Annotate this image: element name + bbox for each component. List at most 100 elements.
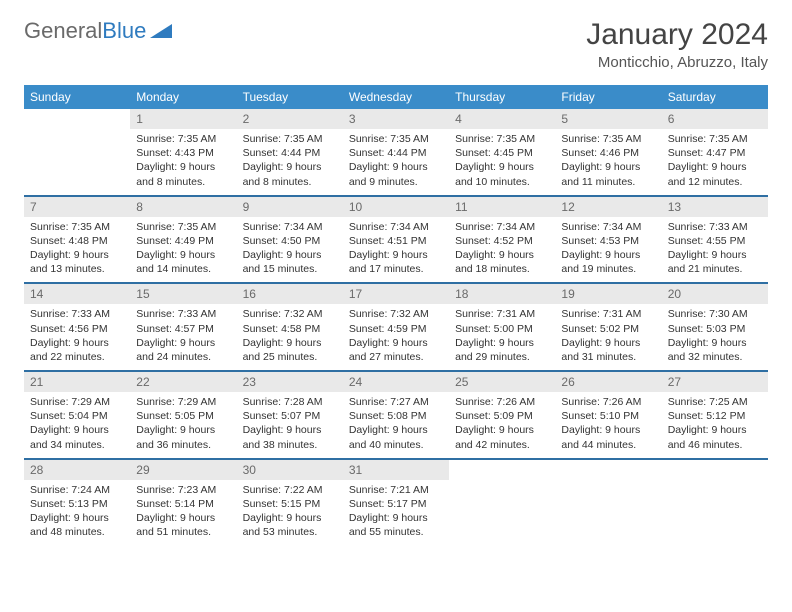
day-number: 13 <box>662 197 768 217</box>
sunrise-text: Sunrise: 7:31 AM <box>455 307 549 321</box>
sunrise-text: Sunrise: 7:33 AM <box>30 307 124 321</box>
sunrise-text: Sunrise: 7:30 AM <box>668 307 762 321</box>
day-details: Sunrise: 7:33 AMSunset: 4:56 PMDaylight:… <box>24 304 130 370</box>
daylight-text-1: Daylight: 9 hours <box>561 336 655 350</box>
sunset-text: Sunset: 5:07 PM <box>243 409 337 423</box>
day-details: Sunrise: 7:24 AMSunset: 5:13 PMDaylight:… <box>24 480 130 546</box>
sunset-text: Sunset: 4:55 PM <box>668 234 762 248</box>
day-details: Sunrise: 7:33 AMSunset: 4:57 PMDaylight:… <box>130 304 236 370</box>
day-number <box>449 460 555 466</box>
calendar-day-cell: 12Sunrise: 7:34 AMSunset: 4:53 PMDayligh… <box>555 196 661 284</box>
daylight-text-1: Daylight: 9 hours <box>561 248 655 262</box>
day-number: 22 <box>130 372 236 392</box>
day-header: Sunday <box>24 85 130 109</box>
header: GeneralBlue January 2024 Monticchio, Abr… <box>24 18 768 71</box>
day-details: Sunrise: 7:29 AMSunset: 5:04 PMDaylight:… <box>24 392 130 458</box>
sunrise-text: Sunrise: 7:21 AM <box>349 483 443 497</box>
sunrise-text: Sunrise: 7:35 AM <box>30 220 124 234</box>
day-number: 31 <box>343 460 449 480</box>
sunset-text: Sunset: 5:13 PM <box>30 497 124 511</box>
daylight-text-1: Daylight: 9 hours <box>349 336 443 350</box>
calendar-day-cell: 6Sunrise: 7:35 AMSunset: 4:47 PMDaylight… <box>662 109 768 196</box>
calendar-day-cell: 29Sunrise: 7:23 AMSunset: 5:14 PMDayligh… <box>130 459 236 546</box>
day-details: Sunrise: 7:32 AMSunset: 4:58 PMDaylight:… <box>237 304 343 370</box>
sunset-text: Sunset: 5:05 PM <box>136 409 230 423</box>
daylight-text-1: Daylight: 9 hours <box>561 423 655 437</box>
sunrise-text: Sunrise: 7:29 AM <box>30 395 124 409</box>
day-details: Sunrise: 7:34 AMSunset: 4:51 PMDaylight:… <box>343 217 449 283</box>
day-details: Sunrise: 7:22 AMSunset: 5:15 PMDaylight:… <box>237 480 343 546</box>
day-details: Sunrise: 7:33 AMSunset: 4:55 PMDaylight:… <box>662 217 768 283</box>
daylight-text-2: and 55 minutes. <box>349 525 443 539</box>
day-number: 9 <box>237 197 343 217</box>
daylight-text-2: and 22 minutes. <box>30 350 124 364</box>
daylight-text-1: Daylight: 9 hours <box>243 248 337 262</box>
sunset-text: Sunset: 4:52 PM <box>455 234 549 248</box>
sunset-text: Sunset: 5:10 PM <box>561 409 655 423</box>
sunset-text: Sunset: 4:45 PM <box>455 146 549 160</box>
day-details: Sunrise: 7:34 AMSunset: 4:50 PMDaylight:… <box>237 217 343 283</box>
sunrise-text: Sunrise: 7:33 AM <box>668 220 762 234</box>
calendar-day-cell: 1Sunrise: 7:35 AMSunset: 4:43 PMDaylight… <box>130 109 236 196</box>
daylight-text-2: and 9 minutes. <box>349 175 443 189</box>
day-number: 11 <box>449 197 555 217</box>
calendar-day-cell: 21Sunrise: 7:29 AMSunset: 5:04 PMDayligh… <box>24 371 130 459</box>
daylight-text-2: and 29 minutes. <box>455 350 549 364</box>
day-number: 4 <box>449 109 555 129</box>
calendar-day-cell: 14Sunrise: 7:33 AMSunset: 4:56 PMDayligh… <box>24 283 130 371</box>
daylight-text-1: Daylight: 9 hours <box>243 511 337 525</box>
calendar-day-cell: 23Sunrise: 7:28 AMSunset: 5:07 PMDayligh… <box>237 371 343 459</box>
day-details: Sunrise: 7:35 AMSunset: 4:49 PMDaylight:… <box>130 217 236 283</box>
day-details: Sunrise: 7:28 AMSunset: 5:07 PMDaylight:… <box>237 392 343 458</box>
sunrise-text: Sunrise: 7:22 AM <box>243 483 337 497</box>
calendar-week-row: 1Sunrise: 7:35 AMSunset: 4:43 PMDaylight… <box>24 109 768 196</box>
day-header-row: Sunday Monday Tuesday Wednesday Thursday… <box>24 85 768 109</box>
daylight-text-1: Daylight: 9 hours <box>455 336 549 350</box>
sunrise-text: Sunrise: 7:34 AM <box>349 220 443 234</box>
day-details: Sunrise: 7:35 AMSunset: 4:44 PMDaylight:… <box>343 129 449 195</box>
day-number: 20 <box>662 284 768 304</box>
sunset-text: Sunset: 5:09 PM <box>455 409 549 423</box>
daylight-text-2: and 15 minutes. <box>243 262 337 276</box>
sunset-text: Sunset: 4:56 PM <box>30 322 124 336</box>
day-number: 8 <box>130 197 236 217</box>
day-number: 26 <box>555 372 661 392</box>
calendar-day-cell: 30Sunrise: 7:22 AMSunset: 5:15 PMDayligh… <box>237 459 343 546</box>
sunset-text: Sunset: 5:15 PM <box>243 497 337 511</box>
sunset-text: Sunset: 4:49 PM <box>136 234 230 248</box>
daylight-text-2: and 17 minutes. <box>349 262 443 276</box>
calendar-day-cell: 3Sunrise: 7:35 AMSunset: 4:44 PMDaylight… <box>343 109 449 196</box>
daylight-text-1: Daylight: 9 hours <box>243 336 337 350</box>
daylight-text-1: Daylight: 9 hours <box>136 336 230 350</box>
day-number: 18 <box>449 284 555 304</box>
day-number: 29 <box>130 460 236 480</box>
day-details: Sunrise: 7:31 AMSunset: 5:00 PMDaylight:… <box>449 304 555 370</box>
sunrise-text: Sunrise: 7:28 AM <box>243 395 337 409</box>
day-header: Saturday <box>662 85 768 109</box>
sunset-text: Sunset: 5:08 PM <box>349 409 443 423</box>
daylight-text-2: and 21 minutes. <box>668 262 762 276</box>
day-number: 2 <box>237 109 343 129</box>
daylight-text-1: Daylight: 9 hours <box>349 423 443 437</box>
day-header: Wednesday <box>343 85 449 109</box>
sunset-text: Sunset: 4:46 PM <box>561 146 655 160</box>
sunrise-text: Sunrise: 7:35 AM <box>455 132 549 146</box>
day-number <box>662 460 768 466</box>
daylight-text-2: and 44 minutes. <box>561 438 655 452</box>
daylight-text-1: Daylight: 9 hours <box>136 423 230 437</box>
daylight-text-1: Daylight: 9 hours <box>30 248 124 262</box>
daylight-text-2: and 38 minutes. <box>243 438 337 452</box>
sunrise-text: Sunrise: 7:35 AM <box>561 132 655 146</box>
sunset-text: Sunset: 4:58 PM <box>243 322 337 336</box>
calendar-day-cell: 22Sunrise: 7:29 AMSunset: 5:05 PMDayligh… <box>130 371 236 459</box>
daylight-text-2: and 19 minutes. <box>561 262 655 276</box>
day-details: Sunrise: 7:26 AMSunset: 5:09 PMDaylight:… <box>449 392 555 458</box>
calendar-day-cell: 24Sunrise: 7:27 AMSunset: 5:08 PMDayligh… <box>343 371 449 459</box>
daylight-text-2: and 18 minutes. <box>455 262 549 276</box>
day-header: Monday <box>130 85 236 109</box>
day-details: Sunrise: 7:35 AMSunset: 4:48 PMDaylight:… <box>24 217 130 283</box>
calendar-week-row: 28Sunrise: 7:24 AMSunset: 5:13 PMDayligh… <box>24 459 768 546</box>
sunrise-text: Sunrise: 7:35 AM <box>243 132 337 146</box>
day-number: 10 <box>343 197 449 217</box>
sunset-text: Sunset: 5:03 PM <box>668 322 762 336</box>
